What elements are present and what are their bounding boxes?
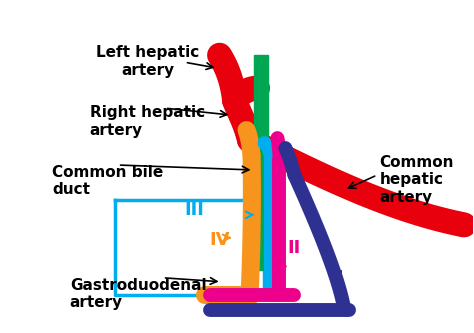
Text: Common
hepatic
artery: Common hepatic artery [379, 155, 454, 205]
Text: Right hepatic
artery: Right hepatic artery [90, 105, 205, 138]
Text: Common bile
duct: Common bile duct [52, 165, 163, 197]
Text: Gastroduodenal
artery: Gastroduodenal artery [70, 278, 207, 310]
Text: II: II [288, 239, 301, 257]
Text: III: III [185, 201, 205, 219]
Bar [255, 55, 268, 270]
Text: Left hepatic
artery: Left hepatic artery [96, 45, 200, 78]
Text: I: I [336, 269, 343, 287]
Text: IV: IV [210, 231, 230, 249]
